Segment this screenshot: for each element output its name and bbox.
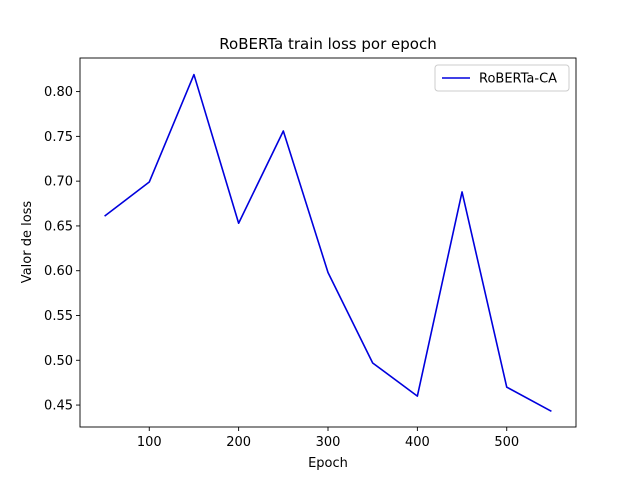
x-tick-label-1: 200 [226,435,251,450]
x-tick-label-3: 400 [405,435,430,450]
y-tick-label-0: 0.45 [44,399,73,414]
legend-label-0: RoBERTa-CA [479,72,557,87]
x-tick-label-4: 500 [494,435,519,450]
legend: RoBERTa-CA [434,64,570,92]
plot-area: 100 200 300 400 500 0.45 0.50 0.55 0.60 0.65 0.70 0… [44,57,577,450]
y-axis-label: Valor de loss [20,201,35,284]
legend-box [434,64,570,92]
x-tick-label-2: 300 [316,435,341,450]
y-tick-label-6: 0.75 [44,130,73,145]
y-tick-label-1: 0.50 [44,354,73,369]
series-line-0 [104,73,552,413]
chart-title: RoBERTa train loss por epoch [219,35,436,53]
y-tick-label-4: 0.65 [44,219,73,234]
x-tick-label-0: 100 [137,435,162,450]
x-axis-label: Epoch [308,456,348,471]
y-tick-label-7: 0.80 [44,85,73,100]
y-tick-label-5: 0.70 [44,175,73,190]
y-tick-label-3: 0.60 [44,264,73,279]
y-tick-label-2: 0.55 [44,309,73,324]
